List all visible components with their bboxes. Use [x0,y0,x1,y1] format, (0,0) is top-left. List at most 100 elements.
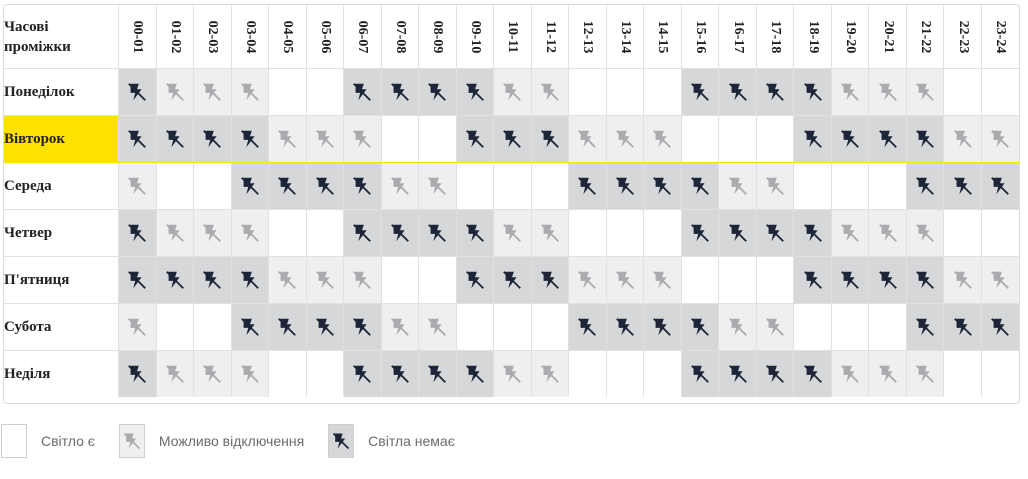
power-off-icon [578,271,597,289]
hour-label: 13-14 [617,20,633,53]
power-off-icon [465,83,484,101]
slot-no [305,162,345,210]
slot-no [680,303,720,351]
power-off-icon [203,130,222,148]
power-off-icon [465,271,484,289]
legend-item-no: Світла немає [328,424,455,458]
slot-maybe [905,68,945,116]
slot-no [793,115,832,163]
slot-maybe [530,209,570,257]
slot-no [680,162,720,210]
slot-no [343,303,382,351]
slot-no [418,209,457,257]
power-off-icon [390,224,409,242]
hour-header: 07-08 [380,5,420,69]
slot-yes [380,256,420,304]
power-off-icon [203,224,222,242]
power-off-icon [541,224,559,242]
slot-no [943,303,982,351]
power-off-icon [315,271,334,289]
slot-yes [155,303,195,351]
power-off-icon [766,224,784,242]
power-off-icon [878,83,897,101]
power-off-icon [203,271,222,289]
power-off-icon [691,177,709,195]
power-off-icon [123,432,141,450]
slot-no [343,162,382,210]
slot-yes [193,162,232,210]
legend-swatch-no [328,424,355,458]
slot-no [830,256,870,304]
slot-maybe [493,209,532,257]
power-off-icon [541,365,559,383]
power-off-icon [803,130,822,148]
hour-label: 17-18 [768,20,784,53]
power-off-icon [728,224,747,242]
power-off-icon [803,365,822,383]
hour-label: 12-13 [580,20,596,53]
power-off-icon [428,224,447,242]
hour-label: 21-22 [918,20,934,53]
power-off-icon [390,83,409,101]
slot-maybe [118,303,157,351]
slot-maybe [905,350,945,397]
hour-label: 07-08 [392,20,408,53]
power-off-icon [278,318,297,336]
corner-label: Часові проміжки [4,5,119,69]
slot-yes [530,162,570,210]
slot-maybe [230,209,270,257]
slot-no [905,162,945,210]
power-off-icon [240,271,259,289]
slot-maybe [830,209,870,257]
hour-label: 19-20 [843,20,859,53]
slot-yes [755,115,795,163]
slot-no [793,256,832,304]
hour-header: 05-06 [305,5,345,69]
power-off-icon [991,318,1010,336]
power-off-icon [616,318,634,336]
hour-label: 22-23 [955,20,971,53]
power-off-icon [278,271,297,289]
slot-no [455,68,495,116]
slot-yes [418,115,457,163]
slot-no [155,115,195,163]
day-label: Четвер [4,209,119,257]
power-off-icon [916,224,934,242]
slot-maybe [868,68,907,116]
slot-yes [418,256,457,304]
day-row: Субота [4,303,1019,351]
slot-yes [830,162,870,210]
slot-maybe [755,162,795,210]
power-off-icon [128,318,147,336]
hour-header: 02-03 [193,5,232,69]
slot-no [605,162,645,210]
slot-yes [155,162,195,210]
slot-no [718,68,757,116]
power-off-icon [240,83,259,101]
slot-maybe [868,350,907,397]
power-off-icon [503,83,522,101]
slot-yes [568,68,607,116]
power-off-icon [953,177,972,195]
hour-label: 18-19 [805,20,821,53]
power-off-icon [128,130,147,148]
slot-no [493,115,532,163]
slot-maybe [718,303,757,351]
day-label: Неділя [4,350,119,397]
slot-no [530,115,570,163]
legend-label-maybe: Можливо відключення [158,433,305,449]
hour-label: 01-02 [167,20,183,53]
power-off-icon [616,271,634,289]
power-off-icon [841,83,859,101]
power-off-icon [353,177,372,195]
slot-no [793,68,832,116]
power-off-icon [353,83,372,101]
slot-maybe [605,115,645,163]
power-off-icon [878,224,897,242]
power-off-icon [278,130,297,148]
legend-item-yes: Світло є [0,424,95,458]
slot-no [568,303,607,351]
hour-header: 09-10 [455,5,495,69]
power-off-icon [766,365,784,383]
slot-no [380,350,420,397]
